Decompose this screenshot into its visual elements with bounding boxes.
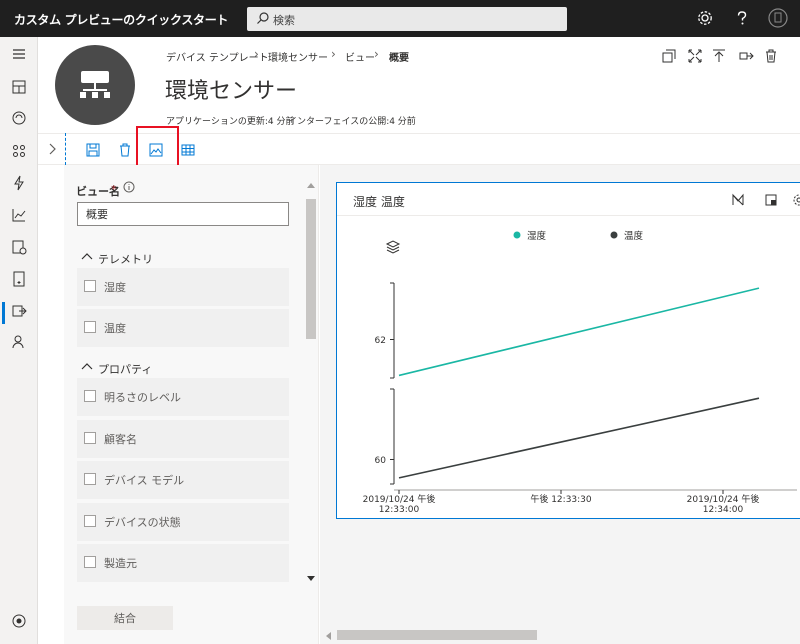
app-title[interactable]: カスタム プレビューのクイックスタート (14, 13, 229, 27)
scroll-up-icon[interactable] (306, 181, 316, 189)
breadcrumb-views[interactable]: ビュー (345, 53, 375, 64)
checkbox[interactable] (84, 280, 96, 292)
property-section-header[interactable]: プロパティ (98, 363, 153, 376)
checkbox[interactable] (84, 515, 96, 527)
y-tick-label: 60 (375, 456, 387, 466)
copy-icon[interactable] (661, 48, 677, 64)
app-update-status: アプリケーションの更新:4 分前 (166, 117, 295, 127)
gear-icon[interactable] (696, 9, 714, 27)
telemetry-item-humidity[interactable]: 湿度 (77, 268, 289, 306)
canvas-h-scrollbar[interactable] (320, 625, 800, 641)
series-line-0 (398, 287, 760, 377)
info-icon[interactable] (123, 181, 135, 193)
interface-publish-status: インターフェイスの公開:4 分前 (288, 117, 416, 127)
expand-icon[interactable] (687, 48, 703, 64)
rules-icon[interactable] (11, 175, 27, 191)
chart-type-icon[interactable] (731, 193, 745, 207)
delete-template-icon[interactable] (763, 48, 779, 64)
property-item-device-state[interactable]: デバイスの状態 (77, 503, 289, 541)
tile-divider (337, 215, 800, 216)
device-templates-icon[interactable] (11, 271, 27, 287)
publish-icon[interactable] (711, 48, 727, 64)
top-bar: カスタム プレビューのクイックスタート 検索 (0, 0, 800, 37)
scrollbar-thumb[interactable] (306, 199, 316, 339)
grid-icon[interactable] (180, 142, 196, 158)
checkbox[interactable] (84, 473, 96, 485)
panel-scrollbar[interactable] (302, 177, 318, 587)
checkbox[interactable] (84, 321, 96, 333)
view-name-input[interactable] (77, 202, 289, 226)
legend-label: 温度 (624, 230, 644, 242)
x-tick-label: 12:34:00 (703, 505, 744, 515)
device-template-avatar (55, 45, 135, 125)
tile-gear-icon[interactable] (791, 192, 800, 208)
view-toolbar (38, 133, 800, 165)
breadcrumb-device-templates[interactable]: デバイス テンプレート (166, 53, 269, 64)
x-tick-label: 12:33:00 (379, 505, 420, 515)
scroll-left-icon[interactable] (324, 631, 332, 641)
administration-icon[interactable] (11, 334, 27, 350)
view-canvas: 湿度 温度 湿度 温度 62 60 2019/10/24 午後 12:33:00 午後 12… (320, 165, 800, 644)
checkbox[interactable] (84, 390, 96, 402)
h-scrollbar-thumb[interactable] (337, 630, 537, 640)
join-button[interactable]: 結合 (77, 606, 173, 630)
left-nav (0, 37, 38, 644)
layers-icon (385, 240, 401, 254)
property-item-customer-name[interactable]: 顧客名 (77, 420, 289, 458)
breadcrumb-environment-sensor[interactable]: 環境センサー (268, 53, 328, 64)
settings-ring-icon[interactable] (11, 613, 27, 629)
panel-expander[interactable] (38, 133, 66, 165)
chevron-right-icon[interactable] (47, 143, 57, 155)
checkbox[interactable] (84, 432, 96, 444)
active-nav-indicator (2, 302, 5, 324)
breadcrumb-separator: › (254, 47, 259, 61)
x-tick-label: 午後 12:33:30 (530, 493, 592, 505)
legend-marker (513, 231, 521, 239)
minimize-icon[interactable] (764, 193, 778, 207)
breadcrumb-current: 概要 (389, 53, 409, 64)
chevron-up-icon[interactable] (81, 252, 93, 261)
telemetry-item-temperature[interactable]: 温度 (77, 309, 289, 347)
analytics-icon[interactable] (11, 207, 27, 223)
account-icon[interactable] (768, 8, 788, 28)
delete-icon[interactable] (117, 142, 133, 158)
chevron-up-icon[interactable] (81, 362, 93, 371)
devices-icon[interactable] (11, 110, 27, 126)
page-header: デバイス テンプレート › 環境センサー › ビュー › 概要 環境センサー ア… (38, 37, 800, 133)
device-groups-icon[interactable] (11, 143, 27, 159)
property-item-brightness[interactable]: 明るさのレベル (77, 378, 289, 416)
network-device-icon (80, 71, 110, 98)
property-item-manufacturer[interactable]: 製造元 (77, 544, 289, 582)
series-line-1 (398, 397, 760, 479)
chart-tile[interactable]: 湿度 温度 湿度 温度 62 60 2019/10/24 午後 12:33:00 午後 12… (336, 182, 800, 519)
breadcrumb-separator: › (331, 47, 336, 61)
hamburger-icon[interactable] (11, 46, 27, 62)
x-tick-label: 2019/10/24 午後 (363, 493, 436, 505)
legend-marker (610, 231, 618, 239)
legend-label: 湿度 (527, 230, 547, 242)
jobs-icon[interactable] (11, 239, 27, 255)
view-config-panel: ビュー名 * テレメトリ 湿度 温度 プロパティ 明るさのレベル 顧客名 デバイ… (64, 165, 319, 644)
dashboard-icon[interactable] (11, 79, 27, 95)
x-tick-label: 2019/10/24 午後 (687, 493, 760, 505)
help-icon[interactable] (733, 9, 751, 27)
view-name-label: ビュー名 (76, 185, 120, 198)
search-icon (257, 12, 269, 24)
search-input[interactable]: 検索 (273, 14, 295, 27)
page-title: 環境センサー (165, 79, 298, 104)
tile-title: 湿度 温度 (353, 195, 405, 209)
edit-image-icon[interactable] (148, 142, 164, 158)
scroll-down-icon[interactable] (306, 575, 316, 583)
breadcrumb-separator: › (374, 47, 379, 61)
data-export-icon[interactable] (11, 303, 27, 319)
export-icon[interactable] (738, 48, 754, 64)
required-mark: * (111, 183, 117, 196)
telemetry-section-header[interactable]: テレメトリ (98, 253, 153, 266)
property-item-device-model[interactable]: デバイス モデル (77, 461, 289, 499)
checkbox[interactable] (84, 556, 96, 568)
y-tick-label: 62 (375, 336, 386, 346)
save-icon[interactable] (85, 142, 101, 158)
search-box[interactable]: 検索 (247, 7, 567, 31)
